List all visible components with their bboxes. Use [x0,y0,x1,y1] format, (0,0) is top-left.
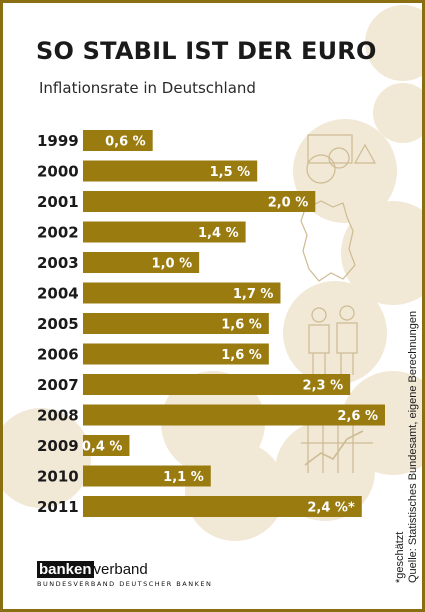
logo-box-text: banken [37,561,94,578]
bar [83,343,269,365]
value-label: 2,6 % [337,409,378,424]
year-label: 2007 [37,376,79,394]
bar [83,465,211,487]
bar [83,221,246,243]
people-icon [308,305,358,375]
bar [83,130,153,151]
bg-circle [293,119,397,223]
bar [83,496,362,517]
year-label: 1999 [37,132,79,150]
year-label: 2010 [37,468,79,486]
year-label: 2002 [37,224,79,242]
value-label: 1,4 % [198,226,239,241]
bar [83,252,200,273]
bar [83,282,281,304]
source-note: *geschätzt Quelle: Statistisches Bundesa… [394,311,420,583]
bankenverband-logo: banken verband BUNDESVERBAND DEUTSCHER BA… [37,561,212,588]
value-label: 1,7 % [233,287,274,302]
year-label: 2006 [37,346,79,364]
bar-chart: 1999 0,6 % 2000 1,5 % 2001 2,0 % 2002 1,4 % 2003… [37,130,385,517]
value-label: 2,0 % [268,196,309,211]
year-label: 2008 [37,407,79,425]
year-label: 2004 [37,285,79,303]
bar [83,404,385,426]
footnote-text: *geschätzt [394,531,406,583]
value-label: 2,3 % [303,379,344,394]
value-label: 0,6 % [105,135,146,150]
bar [83,313,269,334]
value-label: 1,0 % [152,257,193,272]
bg-circle [365,5,422,81]
chart-title: SO STABIL IST DER EURO [36,37,377,65]
logo-rest-text: verband [93,561,148,578]
year-label: 2011 [37,498,79,516]
value-label: 1,5 % [210,165,251,180]
shapes-icon [306,134,377,184]
bar [83,374,351,395]
graph-icon [301,423,373,473]
bg-circle [373,83,422,143]
chart-subtitle: Inflationsrate in Deutschland [39,79,256,97]
bar [83,435,130,456]
value-label: 1,6 % [221,348,262,363]
germany-map-icon [300,200,356,282]
bg-circle [3,408,91,508]
value-label: 1,6 % [221,318,262,333]
bg-circle [341,201,422,305]
logo-subtitle: BUNDESVERBAND DEUTSCHER BANKEN [37,580,213,588]
value-label: 1,1 % [163,470,204,485]
bar [83,191,316,212]
value-label: 0,4 % [82,440,123,455]
bg-circle [283,281,387,385]
year-label: 2009 [37,437,79,455]
year-label: 2001 [37,193,79,211]
value-label: 2,4 %* [307,501,355,516]
year-label: 2000 [37,163,79,181]
source-text: Quelle: Statistisches Bundesamt, eigene … [407,310,419,583]
bar [83,160,258,182]
year-label: 2005 [37,315,79,333]
year-label: 2003 [37,254,79,272]
